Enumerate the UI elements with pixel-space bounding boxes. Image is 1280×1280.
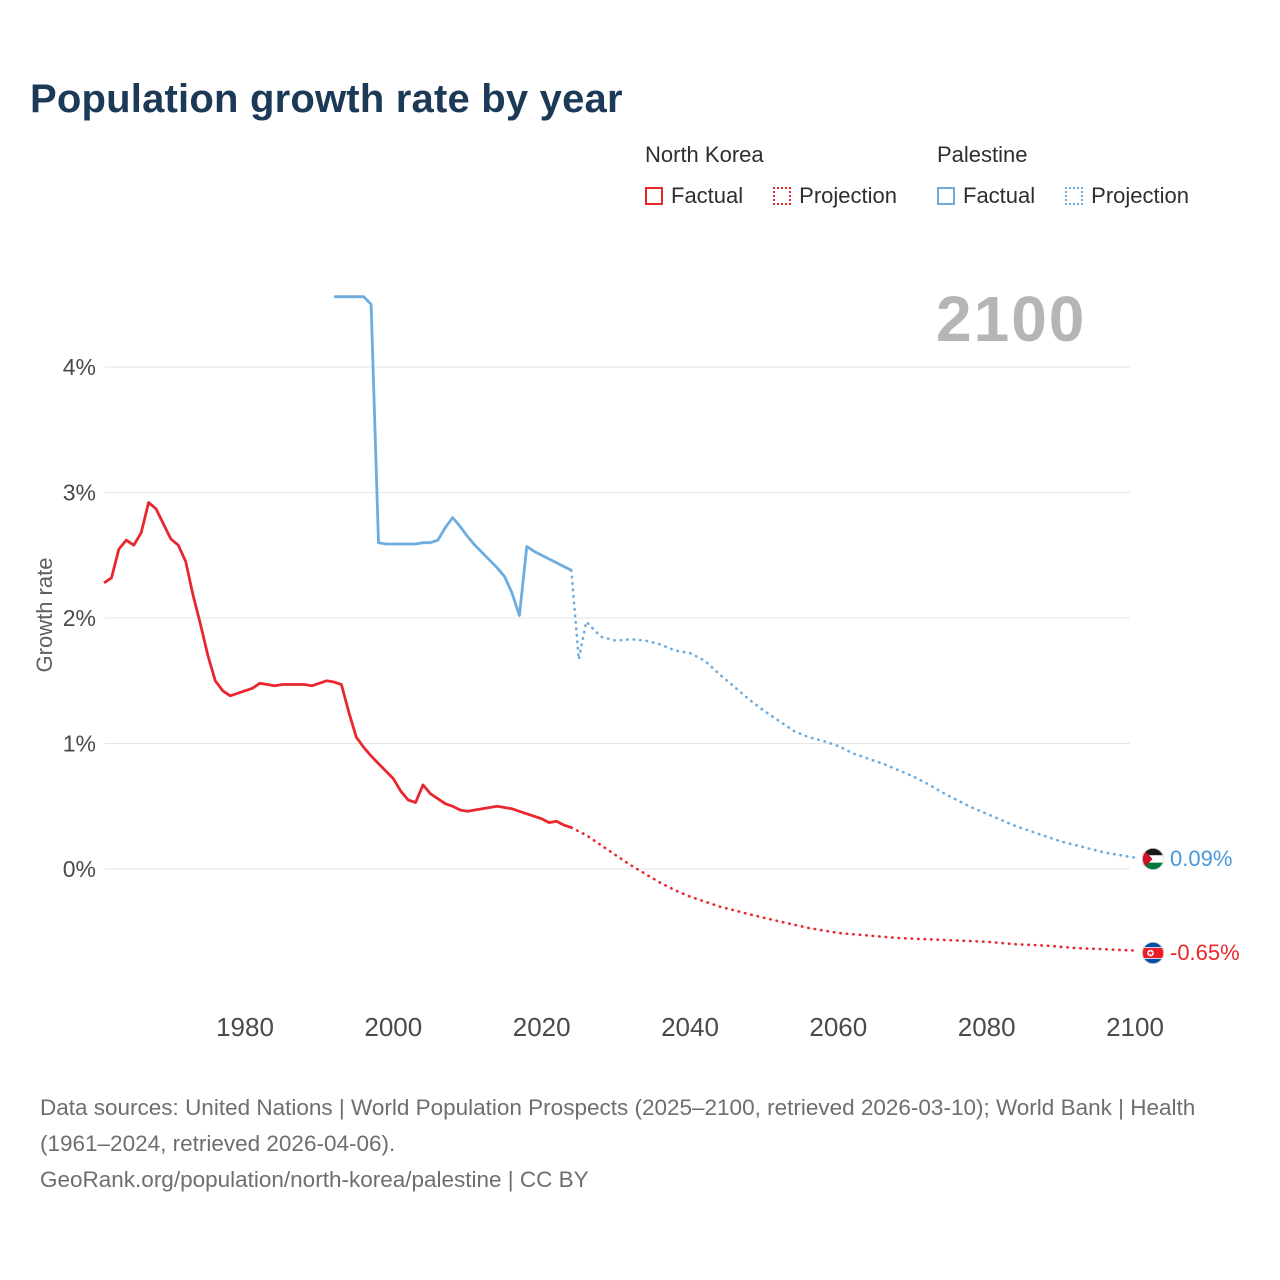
end-label-palestine: 0.09%: [1142, 846, 1232, 872]
data-sources-text: Data sources: United Nations | World Pop…: [40, 1095, 1196, 1156]
palestine-projection-swatch-icon[interactable]: [1065, 187, 1084, 205]
palestine-end-value: 0.09%: [1170, 846, 1233, 871]
north-korea-projection-label[interactable]: Projection: [799, 183, 897, 208]
north-korea-factual-label[interactable]: Factual: [671, 183, 744, 208]
legend-items-palestine: Factual Projection: [937, 183, 1189, 209]
page-title: Population growth rate by year: [30, 76, 623, 121]
series-palestine-projection-line: [570, 569, 1137, 859]
chart-area: 2100 0% 1% 2% 3% 4% 1980 2000 2020 2040 2060 2080 2…: [0, 240, 1280, 1080]
north-korea-factual-swatch-icon[interactable]: [645, 187, 663, 205]
north-korea-flag-icon: [1142, 942, 1164, 964]
legend-items-north-korea: Factual Projection: [645, 183, 897, 209]
x-tick-label: 2060: [809, 1012, 867, 1042]
series-north-korea-projection-line: [570, 826, 1137, 952]
y-tick-label: 4%: [63, 354, 96, 380]
palestine-projection-label[interactable]: Projection: [1091, 183, 1189, 208]
palestine-factual-label[interactable]: Factual: [963, 183, 1036, 208]
north-korea-projection-swatch-icon[interactable]: [773, 187, 792, 205]
series-palestine-factual-line: [334, 295, 572, 617]
north-korea-end-value: -0.65%: [1170, 940, 1240, 965]
y-tick-label: 3%: [63, 480, 96, 506]
x-tick-label: 2100: [1106, 1012, 1164, 1042]
palestine-flag-icon: [1142, 848, 1164, 870]
y-tick-label: 0%: [63, 856, 96, 882]
x-tick-label: 2000: [364, 1012, 422, 1042]
chart-canvas: 0% 1% 2% 3% 4% 1980 2000 2020 2040 2060 2080 2100: [63, 295, 1164, 1042]
end-label-north-korea: -0.65%: [1142, 940, 1240, 966]
legend-country-north-korea: North Korea: [645, 142, 764, 167]
y-tick-label: 2%: [63, 605, 96, 631]
x-tick-label: 2020: [513, 1012, 571, 1042]
watermark-year: 2100: [936, 283, 1087, 355]
attribution-text: GeoRank.org/population/north-korea/pales…: [40, 1167, 589, 1192]
legend-country-palestine: Palestine: [937, 142, 1028, 167]
x-tick-label: 2040: [661, 1012, 719, 1042]
y-tick-label: 1%: [63, 731, 96, 757]
x-tick-label: 2080: [958, 1012, 1016, 1042]
legend-group-palestine: Palestine Factual Projection: [937, 142, 1189, 209]
x-tick-label: 1980: [216, 1012, 274, 1042]
palestine-factual-swatch-icon[interactable]: [937, 187, 955, 205]
series-north-korea-factual-line: [103, 501, 572, 829]
legend-group-north-korea: North Korea Factual Projection: [645, 142, 897, 209]
footer: Data sources: United Nations | World Pop…: [40, 1090, 1210, 1198]
legend: North Korea Factual Projection Palestine…: [645, 142, 1189, 209]
y-axis-title: Growth rate: [32, 557, 57, 673]
